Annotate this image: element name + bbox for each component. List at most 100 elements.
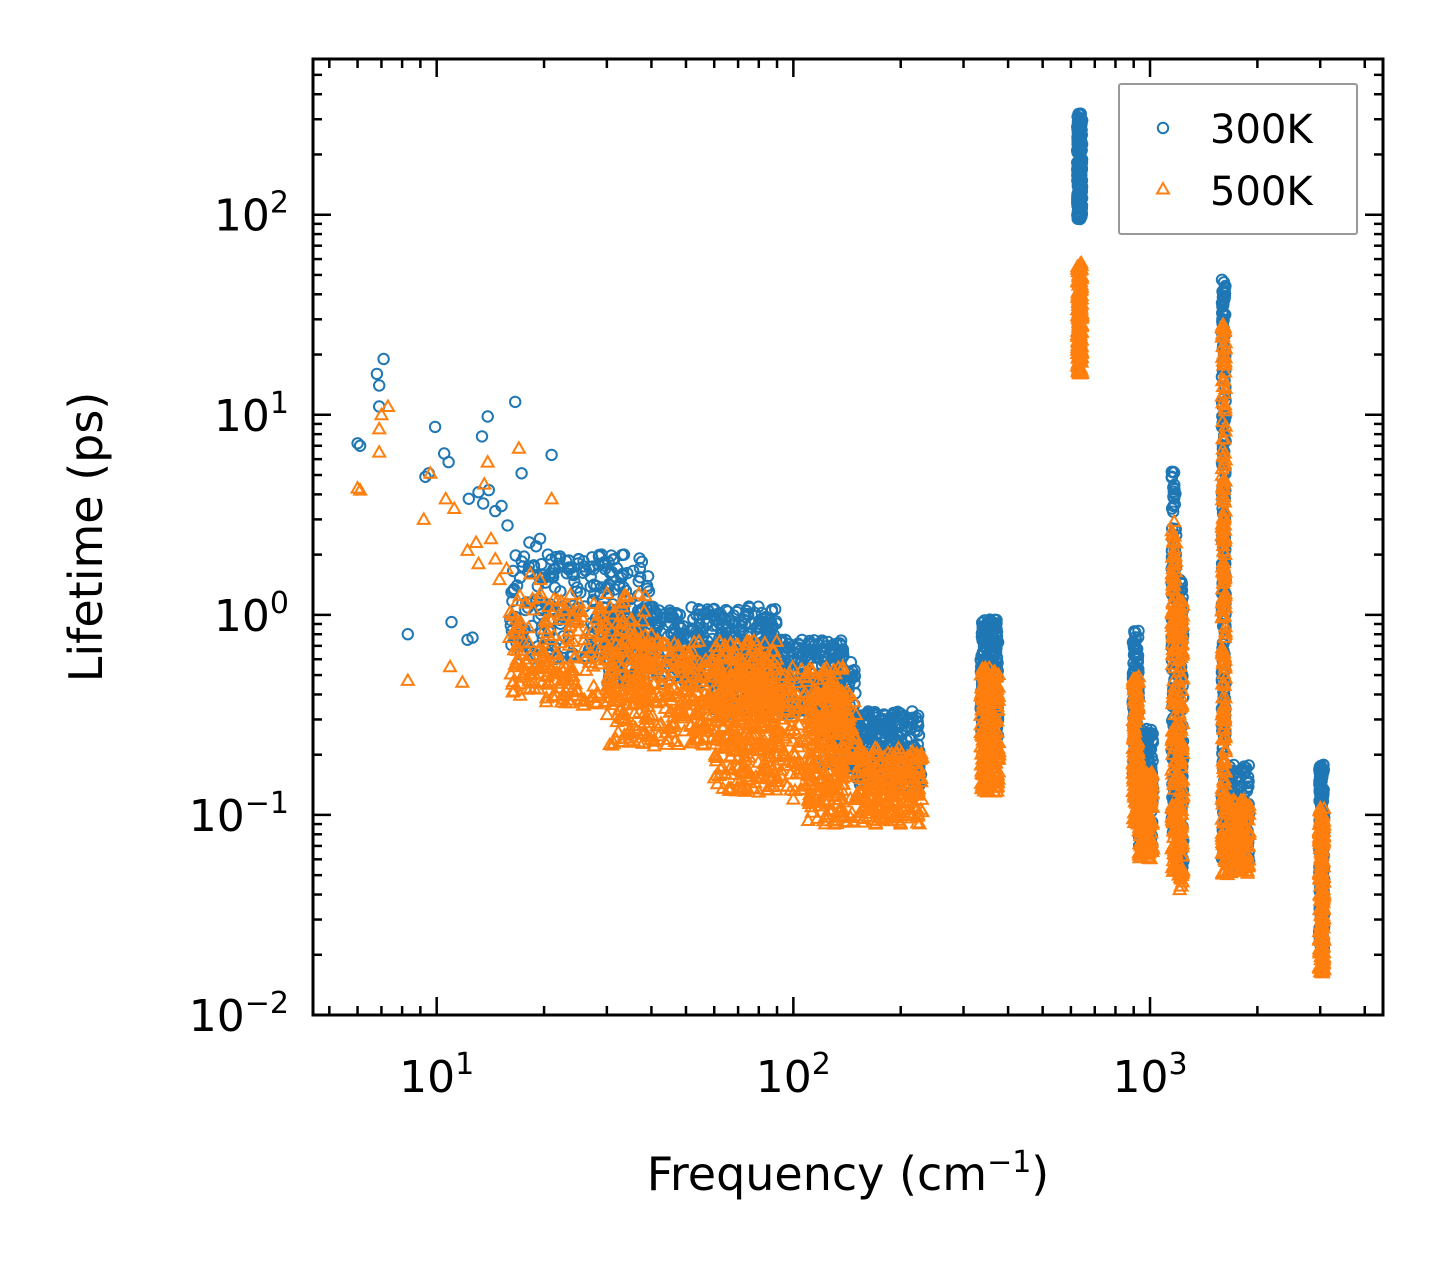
data-point-300K	[1074, 119, 1087, 133]
data-point-500K	[507, 626, 523, 640]
data-point-500K	[856, 776, 872, 791]
data-point-500K	[551, 679, 568, 694]
data-point-500K	[530, 660, 547, 674]
data-point-300K	[1314, 766, 1327, 780]
data-point-300K	[546, 570, 560, 583]
data-point-500K	[788, 725, 804, 740]
data-point-300K	[663, 604, 676, 617]
data-point-500K	[710, 709, 727, 723]
data-point-300K	[834, 634, 848, 647]
data-point-500K	[630, 688, 646, 702]
data-point-500K	[633, 651, 650, 666]
data-point-500K	[538, 614, 555, 628]
data-point-300K	[823, 647, 836, 660]
data-point-300K	[462, 492, 475, 505]
data-point-300K	[687, 622, 701, 636]
data-point-500K	[599, 585, 615, 599]
data-point-500K	[670, 643, 686, 657]
data-point-500K	[722, 670, 738, 685]
data-point-500K	[622, 658, 638, 673]
data-point-500K	[540, 653, 556, 668]
data-point-500K	[607, 687, 624, 701]
data-point-500K	[708, 752, 725, 767]
data-point-500K	[758, 782, 775, 796]
data-point-500K	[830, 659, 847, 674]
data-point-500K	[670, 638, 686, 652]
data-point-500K	[548, 644, 565, 659]
data-point-500K	[826, 771, 843, 785]
data-point-500K	[836, 793, 852, 808]
data-point-500K	[573, 603, 590, 618]
data-point-300K	[795, 633, 809, 647]
data-point-500K	[530, 681, 547, 695]
data-point-300K	[1128, 642, 1142, 656]
data-point-300K	[1165, 470, 1179, 483]
data-point-300K	[1218, 289, 1232, 302]
data-point-500K	[752, 646, 769, 660]
data-point-300K	[1074, 198, 1088, 211]
data-point-500K	[594, 607, 610, 622]
data-point-300K	[719, 622, 733, 636]
data-point-300K	[1233, 770, 1247, 784]
data-point-500K	[623, 724, 640, 739]
data-point-300K	[905, 713, 919, 726]
data-point-500K	[914, 791, 930, 805]
data-point-500K	[810, 739, 827, 754]
data-point-500K	[770, 736, 787, 750]
data-point-300K	[816, 650, 829, 664]
data-point-500K	[712, 667, 728, 682]
data-point-500K	[734, 762, 750, 776]
data-point-500K	[737, 724, 753, 738]
data-point-500K	[633, 665, 649, 680]
data-point-500K	[619, 650, 635, 665]
data-point-500K	[622, 613, 638, 627]
data-point-500K	[763, 687, 780, 702]
data-point-500K	[512, 675, 528, 690]
data-point-500K	[686, 634, 702, 648]
data-point-500K	[734, 708, 750, 722]
data-point-500K	[603, 623, 620, 637]
data-point-500K	[646, 737, 662, 752]
data-point-500K	[775, 742, 792, 757]
scatter-points-layer	[349, 107, 1332, 979]
data-point-300K	[645, 600, 658, 613]
data-point-300K	[549, 550, 563, 564]
data-point-500K	[549, 664, 565, 678]
data-point-300K	[1316, 768, 1329, 782]
data-point-500K	[767, 694, 784, 708]
data-point-500K	[730, 706, 747, 720]
data-point-300K	[515, 467, 528, 480]
data-point-300K	[1316, 781, 1329, 794]
data-point-500K	[900, 759, 917, 773]
data-point-500K	[813, 797, 829, 812]
data-point-500K	[564, 682, 580, 696]
data-point-500K	[824, 705, 840, 720]
data-point-500K	[805, 726, 822, 740]
data-point-500K	[712, 699, 729, 714]
data-point-500K	[802, 787, 819, 801]
data-point-500K	[565, 607, 581, 621]
data-point-300K	[860, 719, 873, 732]
data-point-500K	[769, 633, 785, 647]
data-point-500K	[841, 686, 858, 701]
data-point-500K	[571, 595, 587, 609]
data-point-500K	[790, 761, 807, 776]
data-point-500K	[584, 688, 600, 702]
data-point-500K	[777, 730, 794, 744]
data-point-500K	[669, 685, 685, 699]
data-point-300K	[641, 570, 655, 583]
series-500K	[349, 254, 1332, 979]
data-point-500K	[625, 732, 642, 747]
data-point-500K	[563, 662, 580, 677]
data-point-500K	[644, 644, 661, 659]
data-point-500K	[911, 759, 927, 774]
data-point-500K	[758, 660, 775, 674]
data-point-500K	[741, 664, 757, 679]
data-point-300K	[707, 603, 720, 616]
data-point-500K	[878, 770, 894, 785]
data-point-500K	[867, 773, 883, 787]
data-point-300K	[666, 610, 680, 624]
data-point-500K	[525, 674, 542, 689]
data-point-500K	[879, 752, 896, 766]
data-point-300K	[466, 631, 479, 644]
